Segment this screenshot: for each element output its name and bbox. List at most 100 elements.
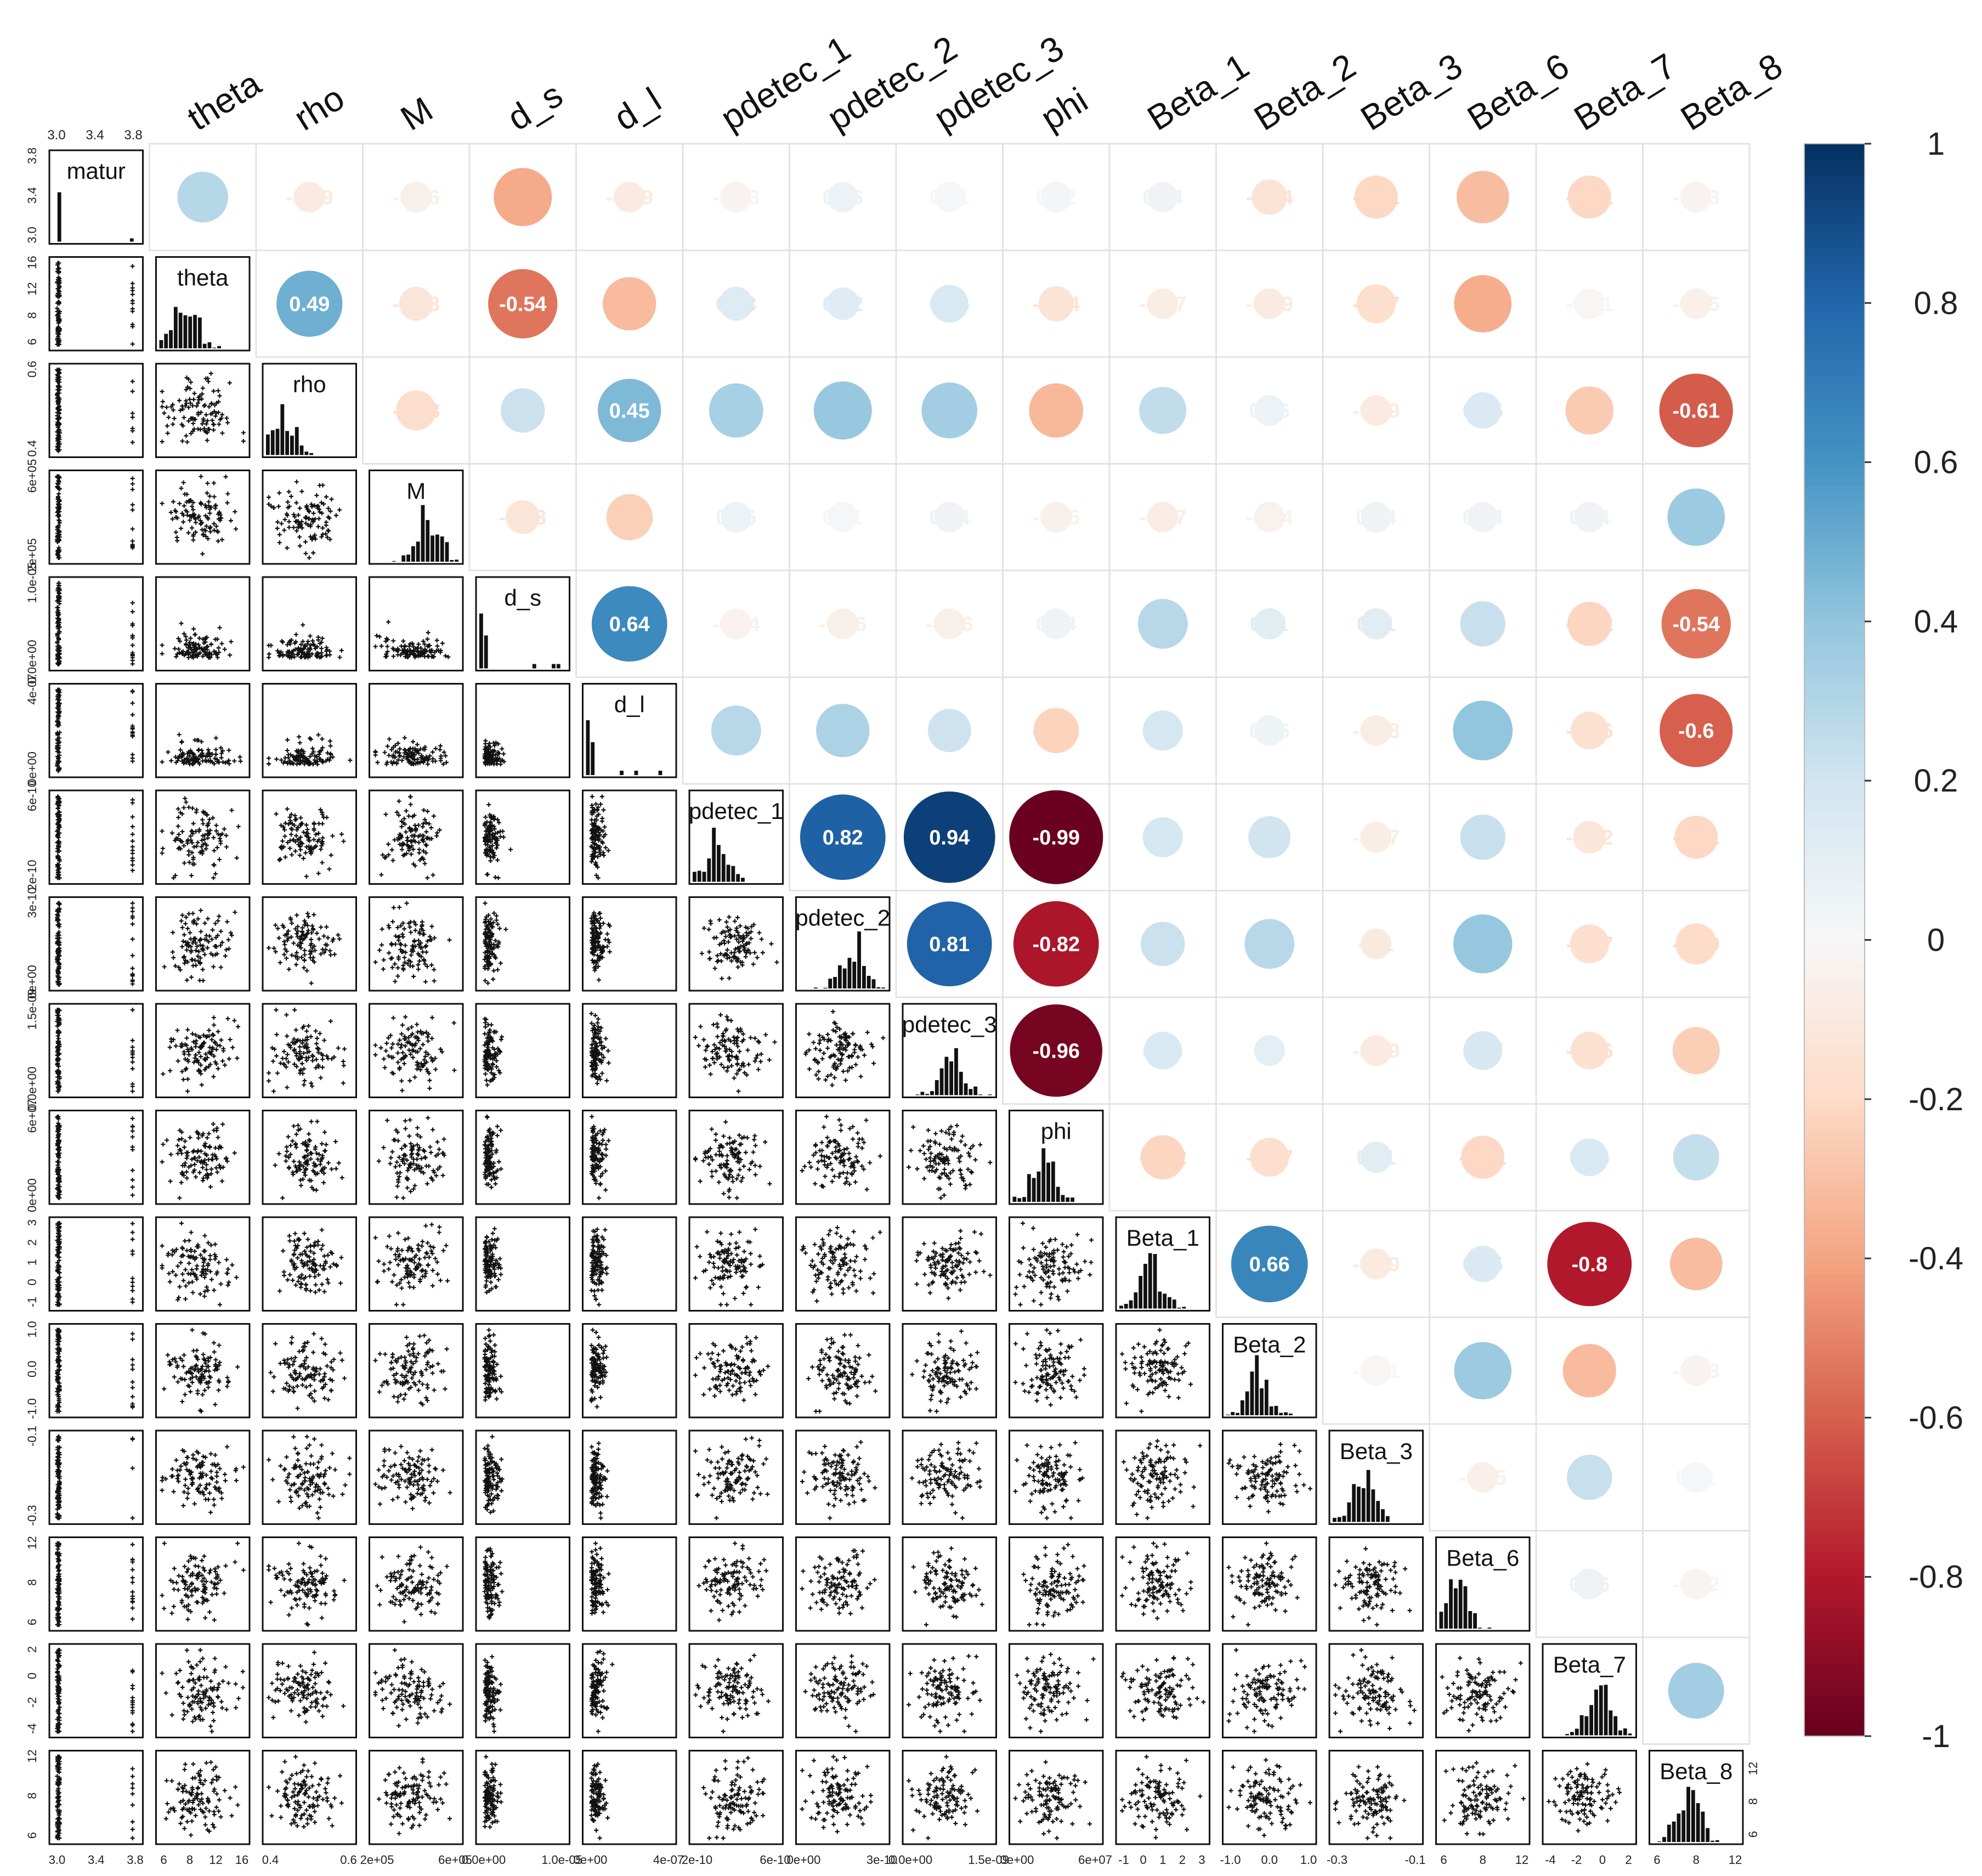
scatter-points-15-7 [800,1754,873,1834]
scatter-points-14-1 [160,1648,245,1734]
colorbar-segment [1804,525,1865,535]
scatter-points-7-5 [589,911,612,982]
left-tick: 12 [25,1749,39,1762]
colorbar-segment [1804,1322,1865,1331]
corr-circle-4-11 [1254,608,1286,640]
scatter-frame-1-0 [48,256,144,352]
colorbar-segment [1804,1227,1865,1235]
corr-value: 0.01 [929,186,970,209]
scatter-points-10-1 [160,1221,239,1307]
hist-bar [1124,1303,1128,1309]
colorbar-segment [1804,176,1865,184]
corr-circle-4-13 [1460,601,1505,647]
corr-value: -0.16 [1566,720,1613,743]
colorbar-segment [1804,812,1865,821]
colorbar-segment [1804,215,1865,224]
scatter-frame-14-0 [48,1643,144,1738]
colorbar-label: 0.2 [1914,763,1958,799]
corr-circle-8-9 [1010,1004,1103,1097]
colorbar-segment [1804,335,1865,343]
colorbar-segment [1804,756,1865,766]
diag-label-pdetec_3: pdetec_3 [902,1012,997,1037]
hist-bar [202,343,207,348]
scatter-frame-6-0 [48,789,144,885]
scatter-frame-8-1 [155,1003,251,1098]
bottom-tick: 2 [1179,1853,1186,1867]
corr-circle-11-13 [1454,1342,1512,1400]
colorbar-segment [1804,1425,1865,1434]
left-tick: 6e-10 [25,781,39,811]
corr-circle-2-14 [1565,386,1614,435]
hist-bar [275,428,280,455]
colorbar-segment [1804,836,1865,845]
colorbar-segment [1804,613,1865,622]
corr-value: 0.04 [1142,186,1183,209]
hist-bar [925,1094,930,1095]
left-tick: 8 [25,1579,39,1586]
hist-bar [183,315,188,348]
corr-circle-5-11 [1254,715,1285,746]
scatter-frame-4-0 [48,576,144,671]
corr-circle-10-14 [1547,1222,1632,1307]
colorbar-segment [1804,1712,1865,1721]
scatter-points-3-2 [267,479,342,560]
corr-circle-1-14 [1574,288,1605,319]
left-tick: 8 [25,312,39,319]
hist-bar [435,534,439,562]
corr-circle-8-10 [1143,1031,1182,1070]
scatter-points-8-0 [55,1008,135,1094]
hist-bar [1468,1611,1473,1629]
bottom-tick: 6 [1653,1853,1660,1867]
scatter-frame-15-7 [795,1750,891,1845]
corr-circle-1-10 [1147,288,1179,319]
corr-value: -0.08 [1352,720,1400,743]
corr-value: -0.05 [1032,506,1080,529]
scatter-points-11-7 [806,1332,878,1414]
corr-circle-6-14 [1573,821,1606,854]
hist-bar [1119,1306,1123,1309]
scatter-points-14-3 [373,1648,452,1728]
corr-value: 0.23 [1463,613,1503,636]
corr-value: 0.11 [1250,613,1289,636]
scatter-points-13-10 [1120,1541,1193,1621]
bottom-tick: 0.6 [340,1853,357,1867]
corr-value: -0.38 [499,186,547,209]
scatter-points-10-8 [914,1228,993,1301]
corr-value: 0.28 [716,720,756,743]
diag-frame-pdetec_1 [688,789,784,885]
corr-value: -0.21 [1566,186,1613,209]
left-tick: 3 [25,1219,39,1226]
left-tick: 16 [25,256,39,269]
colorbar-segment [1804,319,1865,327]
scatter-points-13-1 [160,1541,246,1623]
hist-bar [881,987,885,988]
hist-bar [188,317,192,348]
diag-frame-d_l [582,683,677,778]
scatter-frame-10-2 [262,1216,357,1312]
colorbar-segment [1804,1099,1865,1108]
corr-value: 0.04 [1569,506,1610,529]
bottom-tick: 3 [1198,1853,1205,1867]
scatter-points-4-3 [373,619,451,660]
left-tick: 8 [25,1793,39,1799]
colorbar-segment [1804,438,1865,447]
corr-value: 0.28 [1142,613,1183,636]
bottom-tick: -4 [1545,1853,1556,1867]
column-header-d_s: d_s [501,75,570,138]
scatter-points-9-1 [160,1122,237,1200]
corr-circle-0-8 [934,182,965,213]
scatter-frame-11-3 [369,1323,464,1419]
corr-value: -0.13 [392,293,440,316]
corr-value: -0.17 [1352,293,1400,316]
scatter-points-12-3 [373,1444,452,1511]
top-tick: 3.8 [124,128,142,143]
corr-circle-2-10 [1139,387,1187,434]
diag-frame-matur [48,149,144,245]
corr-value: -0.96 [1032,1039,1080,1063]
scatter-points-13-8 [911,1546,984,1627]
colorbar-segment [1804,1569,1865,1578]
corr-value: -0.03 [1672,1360,1720,1383]
scatter-points-8-2 [267,1008,347,1094]
colorbar-segment [1804,653,1865,662]
left-tick: 6 [25,1619,39,1625]
